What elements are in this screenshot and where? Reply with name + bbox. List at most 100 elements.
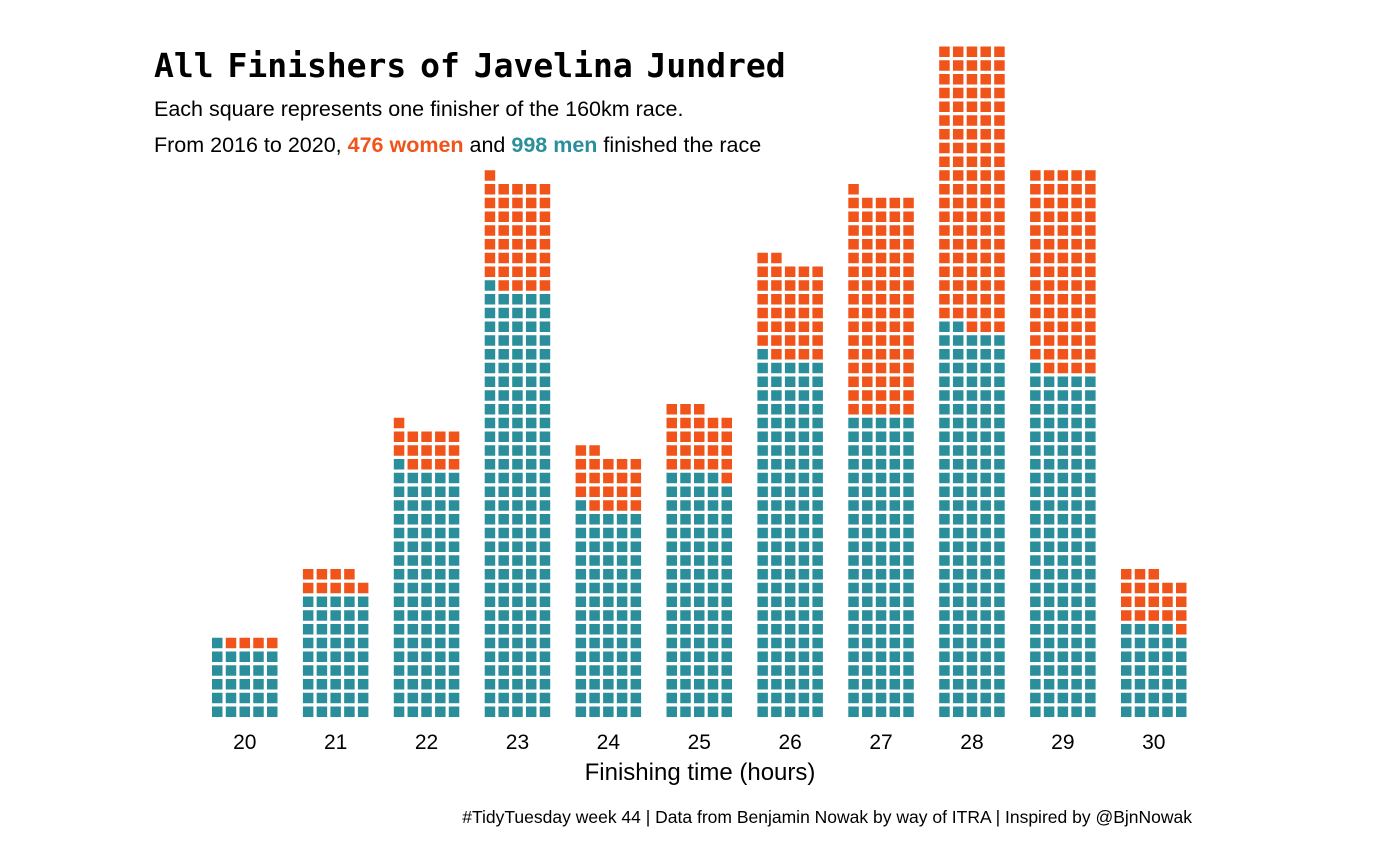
men-square — [435, 486, 446, 497]
women-square — [680, 404, 691, 415]
men-square — [889, 500, 901, 511]
men-square — [302, 610, 314, 621]
men-square — [435, 514, 446, 525]
men-square — [407, 569, 419, 580]
men-square — [1176, 692, 1187, 704]
men-square — [812, 582, 823, 594]
women-square — [757, 307, 768, 319]
men-square — [994, 582, 1005, 594]
men-square — [784, 692, 796, 704]
men-square — [862, 610, 873, 621]
x-tick-label: 25 — [688, 731, 711, 754]
men-square — [1043, 445, 1055, 456]
men-square — [1043, 486, 1055, 497]
women-square — [1043, 321, 1055, 332]
men-square — [707, 582, 719, 594]
men-square — [666, 651, 677, 662]
women-square — [848, 184, 859, 195]
women-square — [267, 637, 278, 649]
men-square — [680, 527, 691, 539]
men-square — [757, 555, 768, 566]
men-square — [848, 624, 859, 635]
men-square — [539, 459, 551, 470]
men-square — [603, 665, 614, 676]
men-square — [757, 362, 768, 374]
men-square — [630, 679, 642, 690]
women-square — [344, 569, 355, 580]
men-square — [525, 610, 537, 621]
men-square — [952, 459, 964, 470]
men-square — [812, 541, 823, 552]
men-square — [1085, 472, 1096, 484]
men-square — [407, 706, 419, 717]
women-square — [330, 569, 341, 580]
men-square — [630, 514, 642, 525]
men-square — [1134, 706, 1146, 717]
men-square — [539, 692, 551, 704]
men-square — [407, 596, 419, 607]
men-square — [862, 651, 873, 662]
men-square — [1057, 706, 1069, 717]
men-square — [575, 527, 587, 539]
women-square — [680, 417, 691, 429]
men-square — [966, 459, 978, 470]
men-square — [330, 610, 341, 621]
men-square — [239, 665, 250, 676]
men-square — [1085, 500, 1096, 511]
men-square — [1071, 445, 1082, 456]
men-square — [680, 569, 691, 580]
men-square — [435, 692, 446, 704]
men-square — [939, 651, 950, 662]
men-square — [903, 624, 914, 635]
men-square — [966, 335, 978, 346]
women-square — [393, 445, 405, 456]
women-square — [1030, 225, 1041, 236]
women-square — [875, 404, 887, 415]
men-square — [539, 431, 551, 442]
men-square — [498, 527, 509, 539]
men-square — [630, 527, 642, 539]
women-square — [435, 445, 446, 456]
men-square — [239, 651, 250, 662]
women-square — [757, 294, 768, 305]
men-square — [1043, 390, 1055, 401]
men-square — [798, 417, 810, 429]
men-square — [980, 514, 991, 525]
women-square — [875, 321, 887, 332]
men-square — [980, 679, 991, 690]
men-square — [862, 665, 873, 676]
men-square — [798, 582, 810, 594]
men-square — [225, 706, 237, 717]
x-tick-label: 26 — [778, 731, 801, 754]
x-tick-label: 30 — [1142, 731, 1165, 754]
men-square — [1057, 637, 1069, 649]
men-square — [344, 692, 355, 704]
women-square — [875, 266, 887, 277]
men-square — [980, 459, 991, 470]
men-square — [798, 651, 810, 662]
men-square — [798, 569, 810, 580]
men-square — [952, 610, 964, 621]
women-square — [707, 445, 719, 456]
women-square — [939, 60, 950, 71]
men-square — [498, 541, 509, 552]
women-square — [862, 225, 873, 236]
women-square — [680, 459, 691, 470]
women-square — [889, 252, 901, 264]
women-square — [952, 197, 964, 209]
women-square — [407, 445, 419, 456]
men-square — [966, 569, 978, 580]
men-square — [539, 321, 551, 332]
men-square — [616, 624, 628, 635]
women-square — [903, 390, 914, 401]
women-square — [771, 307, 782, 319]
men-square — [630, 582, 642, 594]
men-square — [903, 555, 914, 566]
women-square — [1085, 266, 1096, 277]
men-square — [848, 651, 859, 662]
men-square — [771, 596, 782, 607]
men-square — [812, 706, 823, 717]
women-square — [862, 390, 873, 401]
men-square — [966, 349, 978, 360]
women-square — [448, 445, 460, 456]
